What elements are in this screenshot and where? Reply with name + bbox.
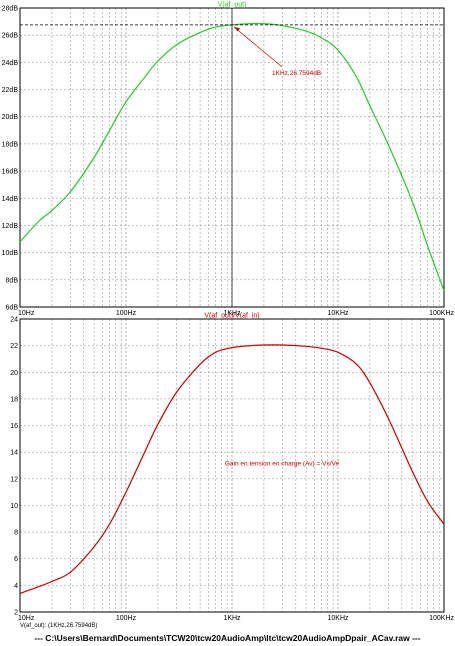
y-tick-label: 4 [14, 583, 18, 590]
annotation-label: Gain en tension en charge (Av) = Vs/Ve [225, 461, 340, 468]
y-tick-label: 10 [10, 503, 18, 510]
series-line [19, 344, 445, 594]
y-tick-label: 18dB [2, 141, 19, 148]
x-tick-label: 100Hz [116, 310, 137, 317]
y-tick-label: 8 [14, 530, 18, 537]
y-tick-label: 24 [10, 317, 18, 324]
chart-pane-1: 6dB 8dB 10dB 12dB 14dB 16dB 18dB 20dB 22dB 24dB 26… [2, 2, 455, 318]
y-tick-label: 14 [10, 450, 18, 457]
y-tick-label: 16dB [2, 169, 19, 176]
chart-title: V(af_out) [218, 2, 247, 9]
y-tick-label: 12dB [2, 223, 19, 230]
annotation-label: 1KHz,26.7594dB [272, 70, 321, 77]
cursor-readout: V(af_out): (1KHz,26.7594dB) [20, 623, 98, 629]
y-tick-label: 16 [10, 423, 18, 430]
y-tick-label: 14dB [2, 196, 19, 203]
y-tick-label: 24dB [2, 60, 19, 67]
y-tick-label: 22dB [2, 87, 19, 94]
x-tick-label: 10Hz [18, 310, 35, 317]
annotation-arrowhead [234, 26, 240, 32]
y-tick-label: 10dB [2, 250, 19, 257]
y-tick-label: 28dB [2, 6, 19, 13]
x-tick-label: 100KHz [429, 310, 454, 317]
y-tick-label: 6dB [6, 305, 19, 312]
y-tick-label: 6 [14, 556, 18, 563]
y-tick-label: 22 [10, 343, 18, 350]
y-tick-label: 20dB [2, 114, 19, 121]
plot-frame [19, 318, 445, 613]
x-tick-label: 100KHz [429, 615, 454, 622]
x-tick-label: 10KHz [327, 310, 349, 317]
x-tick-label: 10Hz [18, 615, 35, 622]
annotation-arrow [233, 26, 283, 68]
x-tick-label: 1KHz [223, 310, 241, 317]
x-tick-label: 10KHz [327, 615, 349, 622]
y-tick-label: 8dB [6, 277, 19, 284]
y-tick-label: 18 [10, 396, 18, 403]
raw-file-path: --- C:\Users\Bernard\Documents\TCW20\tcw… [34, 633, 421, 643]
x-tick-label: 1KHz [223, 615, 241, 622]
y-tick-label: 20 [10, 370, 18, 377]
y-tick-label: 2 [14, 610, 18, 617]
chart-title: V(af_out)/V(af_in) [204, 313, 259, 320]
x-tick-label: 100Hz [116, 615, 137, 622]
y-tick-label: 26dB [2, 33, 19, 40]
y-tick-label: 12 [10, 476, 18, 483]
